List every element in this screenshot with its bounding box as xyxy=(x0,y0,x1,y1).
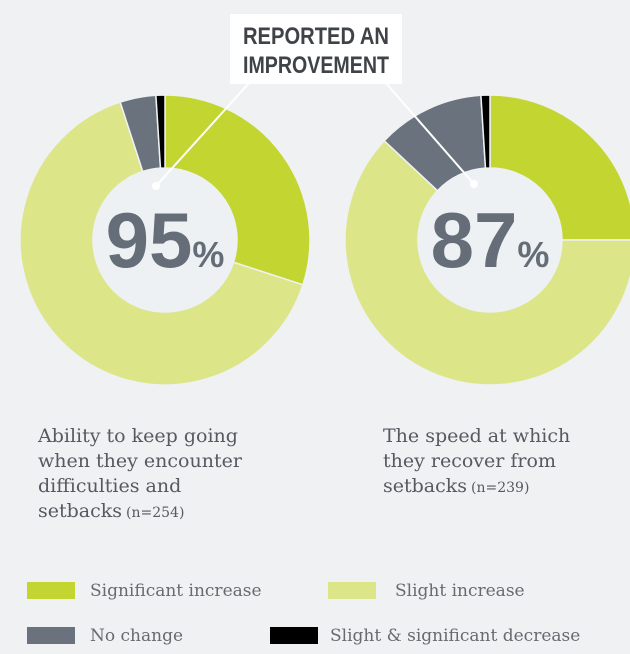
caption-line: setbacks xyxy=(383,475,467,497)
caption: Ability to keep going xyxy=(37,425,238,447)
caption: difficulties and xyxy=(38,475,181,497)
callout-text: REPORTED AN xyxy=(243,23,389,50)
callout-line xyxy=(384,81,475,185)
legend-swatch xyxy=(270,627,318,644)
center-number: 87 xyxy=(431,196,518,284)
legend-label: No change xyxy=(90,626,183,646)
caption: setbacks (n=239) xyxy=(383,475,529,497)
caption-line: Ability to keep going xyxy=(37,425,238,447)
center-value: 87% xyxy=(431,196,550,284)
legend-swatch xyxy=(328,582,376,599)
legend-label: Slight & significant decrease xyxy=(330,626,580,646)
callout-line xyxy=(155,81,251,187)
center-number: 95 xyxy=(106,196,193,284)
caption-line: The speed at which xyxy=(383,425,570,447)
center-unit: % xyxy=(192,234,224,275)
callout-box xyxy=(230,14,402,84)
caption-line: setbacks xyxy=(38,500,122,522)
caption: they recover from xyxy=(383,450,556,472)
callout-dot xyxy=(470,180,478,188)
caption-line: they recover from xyxy=(383,450,556,472)
callout-dot xyxy=(152,182,160,190)
legend-label: Slight increase xyxy=(395,581,525,601)
donut-segment xyxy=(19,101,304,386)
legend-swatch xyxy=(27,582,75,599)
donut-hole xyxy=(93,168,237,312)
legend-swatch xyxy=(27,627,75,644)
caption: The speed at which xyxy=(383,425,570,447)
caption-line: difficulties and xyxy=(38,475,181,497)
caption-line: when they encounter xyxy=(38,450,243,472)
center-value: 95% xyxy=(106,196,225,284)
donut-hole xyxy=(418,168,562,312)
sample-size: (n=239) xyxy=(471,480,529,496)
caption: when they encounter xyxy=(38,450,243,472)
sample-size: (n=254) xyxy=(126,505,184,521)
legend-label: Significant increase xyxy=(90,581,262,601)
center-unit: % xyxy=(517,234,549,275)
callout-text: IMPROVEMENT xyxy=(243,52,389,79)
caption: setbacks (n=254) xyxy=(38,500,184,522)
